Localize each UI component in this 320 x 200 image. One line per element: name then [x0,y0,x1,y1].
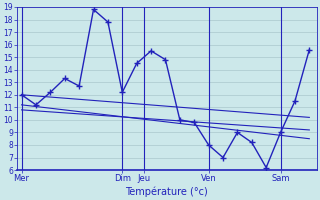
X-axis label: Température (°c): Température (°c) [125,186,208,197]
